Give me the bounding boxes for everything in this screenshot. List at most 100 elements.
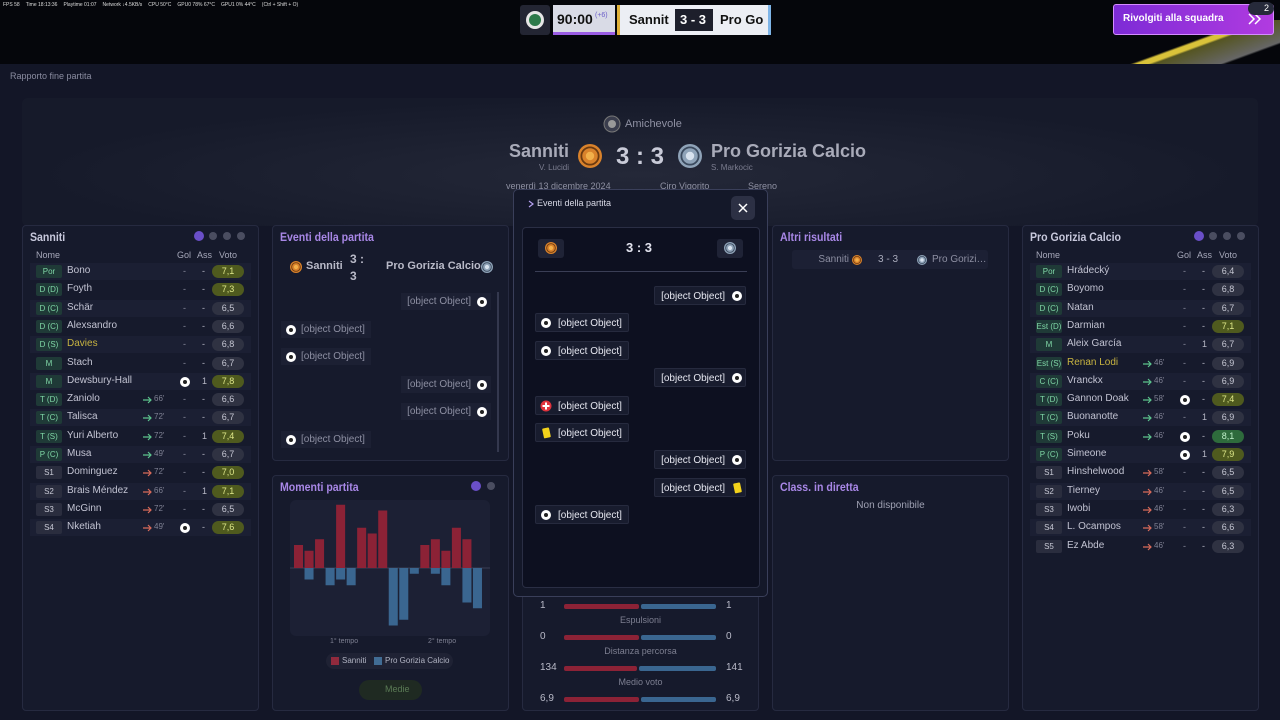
rating: 6,9 [1212, 374, 1244, 388]
assists: - [202, 339, 205, 350]
position-badge: D (C) [36, 319, 62, 333]
assists: - [1202, 430, 1205, 441]
assists: - [202, 357, 205, 368]
goals: - [183, 467, 186, 478]
position-badge: D (S) [36, 338, 62, 352]
match-date: venerdì 13 dicembre 2024 [506, 181, 611, 191]
position-badge: Est (S) [1036, 356, 1062, 370]
goal-icon [1180, 431, 1190, 442]
goal-icon [180, 376, 190, 387]
event-text: [object Object] [654, 286, 746, 305]
chevron-icon [528, 200, 534, 208]
position-badge: Por [1036, 265, 1062, 278]
result-row [792, 250, 988, 269]
sub-on-icon [143, 506, 152, 514]
row-bg [1030, 299, 1251, 317]
assists: - [202, 503, 205, 514]
momentum-bar [336, 568, 346, 580]
rating: 6,7 [212, 448, 244, 461]
close-icon [738, 203, 748, 213]
page-dot [1223, 232, 1231, 240]
events-panel [272, 225, 509, 461]
goals: - [183, 266, 186, 276]
half-label: 2° tempo [428, 638, 457, 645]
event-text: [object Object] [535, 340, 629, 360]
rating: 6,5 [212, 502, 244, 516]
momentum-bar [336, 504, 346, 568]
momentum-bar [304, 550, 314, 568]
position-badge: T (C) [36, 411, 62, 425]
assists: - [1202, 485, 1205, 496]
rating: 6,7 [212, 356, 244, 370]
notif-badge [1248, 2, 1274, 15]
sub-on-icon [143, 469, 152, 477]
yellow-icon [542, 427, 551, 439]
goal-icon [732, 455, 743, 466]
position-badge: T (D) [1036, 393, 1062, 407]
player-name: Hrádecký [1067, 265, 1110, 276]
goals: - [1183, 375, 1186, 386]
goals: - [183, 284, 186, 295]
row-bg [1030, 482, 1251, 500]
away-short: Pro Go [720, 12, 764, 27]
sub-minute: 49' [154, 522, 165, 532]
assists: - [202, 266, 205, 276]
goals: - [183, 339, 186, 350]
position-badge: D (C) [36, 301, 62, 315]
away-stat-value: 1 [726, 600, 732, 611]
rating: 7,4 [212, 429, 244, 443]
player-name: Musa [67, 448, 92, 459]
assists: - [1202, 357, 1205, 368]
score-line: 3 : [350, 252, 365, 266]
event-text: [object Object] [535, 505, 629, 525]
goals: - [1183, 339, 1186, 350]
averages-label[interactable]: Medie [385, 684, 410, 694]
score-line: 3 [350, 269, 357, 283]
assists: - [1202, 522, 1205, 533]
rating: 7,6 [212, 521, 244, 535]
home-stat-value: 6,9 [540, 693, 554, 704]
home-crest [290, 261, 302, 273]
sub-minute: 46' [1154, 540, 1165, 550]
hud-item: GPU0 78% 67°C [177, 2, 215, 8]
rating: 6,3 [1212, 539, 1244, 553]
rating: 6,4 [1212, 265, 1244, 278]
hud-item: (Ctrl + Shift + O) [261, 2, 299, 8]
rating: 6,5 [1212, 466, 1244, 480]
legend-label: Sanniti [342, 656, 367, 665]
panel-title: Eventi della partita [280, 230, 374, 244]
position-badge: S5 [1036, 539, 1062, 553]
goal-icon [286, 434, 296, 445]
team-talk-label[interactable]: Rivolgiti alla squadra [1123, 13, 1224, 24]
assists: - [202, 320, 205, 331]
page-dot [209, 232, 217, 240]
away-team: Pro Gorizia Calcio [386, 260, 481, 272]
assists: - [1202, 375, 1205, 386]
position-badge: S4 [1036, 521, 1062, 535]
lineup-title: Pro Gorizia Calcio [1030, 230, 1121, 244]
momentum-bar [315, 539, 325, 568]
goal-icon [541, 345, 551, 356]
player-name: Talisca [67, 411, 98, 423]
divider [535, 271, 747, 272]
goals: - [183, 412, 186, 423]
column-header: Gol [177, 250, 192, 260]
position-badge: T (C) [1036, 411, 1062, 425]
position-badge: T (S) [1036, 429, 1062, 443]
sub-minute: 72' [154, 467, 165, 477]
averages-button[interactable] [359, 680, 422, 700]
row-bg [1030, 446, 1251, 463]
player-name: Buonanotte [1067, 411, 1119, 423]
event-text: [object Object] [654, 368, 746, 388]
rating: 6,9 [1212, 411, 1244, 425]
home-stat-bar [564, 604, 639, 609]
player-name: Boyomo [1067, 283, 1104, 295]
momentum-bar [294, 545, 304, 568]
column-header: Gol [1177, 250, 1192, 260]
lineup-title: Sanniti [30, 230, 66, 244]
competition-icon [603, 115, 621, 133]
team-talk-button[interactable] [1113, 4, 1274, 35]
home-crest [852, 255, 862, 265]
assists: - [1202, 503, 1205, 514]
away-stat-value: 141 [726, 662, 743, 673]
